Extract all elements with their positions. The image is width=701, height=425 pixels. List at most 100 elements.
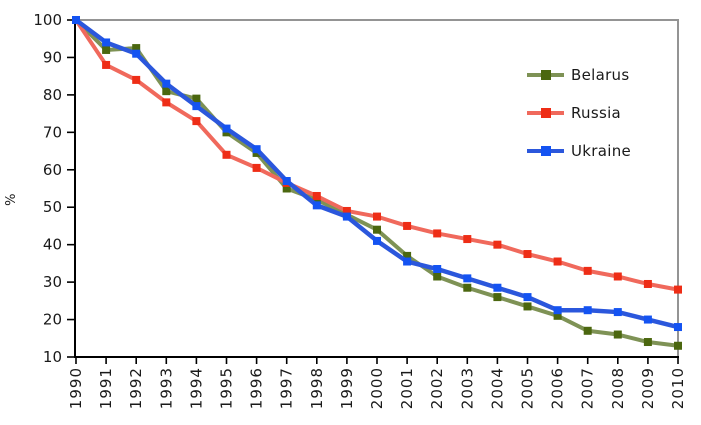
x-tick-label: 2002 <box>428 367 446 409</box>
data-point-marker <box>102 45 111 54</box>
data-point-marker <box>553 257 562 266</box>
legend-label-belarus: Belarus <box>571 65 630 84</box>
data-point-marker <box>674 341 682 350</box>
series-russia <box>72 16 682 294</box>
x-tick-label: 1997 <box>278 367 296 409</box>
y-axis-ticks: 10 20 30 40 50 60 70 80 90 100 <box>33 11 74 366</box>
data-point-marker <box>613 272 622 281</box>
data-point-marker <box>132 44 141 53</box>
x-axis-ticks: 1990 1991 1992 1993 1994 1995 1996 1997 1998 1999… <box>67 358 687 409</box>
data-point-marker <box>72 16 80 24</box>
x-tick-label: 2004 <box>488 367 506 409</box>
x-tick-label: 1995 <box>218 367 236 409</box>
data-point-marker <box>674 323 682 332</box>
data-point-marker <box>312 201 321 210</box>
data-point-marker <box>643 279 652 288</box>
data-point-marker <box>162 79 171 88</box>
x-tick-label: 1998 <box>308 367 326 409</box>
x-tick-label: 2001 <box>398 367 416 409</box>
data-point-marker <box>192 94 201 103</box>
x-tick-label: 2005 <box>519 367 537 409</box>
data-point-marker <box>463 235 472 244</box>
data-point-marker <box>132 49 141 58</box>
data-point-marker <box>553 311 562 320</box>
data-point-marker <box>583 266 592 275</box>
data-point-marker <box>403 251 412 260</box>
x-tick-label: 1993 <box>157 367 175 409</box>
data-point-marker <box>613 308 622 317</box>
data-point-marker <box>342 206 351 215</box>
data-point-marker <box>674 285 682 294</box>
data-point-marker <box>342 212 351 221</box>
data-point-marker <box>463 283 472 292</box>
x-tick-label: 2010 <box>669 367 687 409</box>
y-axis-title: % <box>4 194 19 206</box>
data-point-marker <box>222 150 231 159</box>
russia-swatch-icon <box>527 102 564 123</box>
series-ukraine <box>72 16 682 332</box>
data-point-marker <box>433 229 442 238</box>
data-point-marker <box>102 60 111 69</box>
y-tick-label: 50 <box>43 198 62 216</box>
x-tick-label: 1994 <box>187 367 205 409</box>
data-point-marker <box>132 75 141 84</box>
x-tick-label: 2009 <box>639 367 657 409</box>
data-point-marker <box>373 212 381 221</box>
data-point-marker <box>192 117 201 126</box>
y-tick-label: 90 <box>43 48 62 66</box>
x-tick-label: 1996 <box>248 367 266 409</box>
x-tick-label: 2008 <box>609 367 627 409</box>
y-tick-label: 10 <box>43 348 62 366</box>
data-point-marker <box>433 265 442 274</box>
data-point-marker <box>373 236 381 245</box>
data-point-marker <box>553 306 562 315</box>
x-tick-label: 2006 <box>549 367 567 409</box>
legend-item-ukraine: Ukraine <box>527 140 631 161</box>
data-point-marker <box>523 293 532 302</box>
y-tick-label: 40 <box>43 236 62 254</box>
data-point-marker <box>102 38 111 47</box>
data-point-marker <box>463 274 472 283</box>
data-point-marker <box>403 257 412 266</box>
data-point-marker <box>583 326 592 335</box>
y-tick-label: 20 <box>43 311 62 329</box>
x-tick-label: 2000 <box>368 367 386 409</box>
plot-frame <box>75 19 679 358</box>
y-tick-label: 70 <box>43 123 62 141</box>
y-tick-label: 60 <box>43 161 62 179</box>
x-tick-label: 1991 <box>97 367 115 409</box>
data-point-marker <box>493 240 502 249</box>
legend-item-belarus: Belarus <box>527 64 631 85</box>
data-point-marker <box>282 184 291 193</box>
data-point-marker <box>252 163 261 172</box>
data-point-marker <box>403 221 412 230</box>
data-point-marker <box>643 315 652 324</box>
axes-spines <box>74 19 679 358</box>
data-point-marker <box>493 283 502 292</box>
x-tick-label: 2007 <box>579 367 597 409</box>
x-tick-label: 1992 <box>127 367 145 409</box>
data-point-marker <box>252 145 261 154</box>
data-point-marker <box>222 124 231 133</box>
y-tick-label: 80 <box>43 86 62 104</box>
data-point-marker <box>493 293 502 302</box>
data-point-marker <box>312 191 321 200</box>
legend-item-russia: Russia <box>527 102 631 123</box>
y-tick-label: 100 <box>33 11 62 29</box>
x-tick-label: 1999 <box>338 367 356 409</box>
data-point-marker <box>523 302 532 311</box>
x-tick-label: 2003 <box>458 367 476 409</box>
data-point-marker <box>523 250 532 259</box>
x-tick-label: 1990 <box>67 367 85 409</box>
data-point-marker <box>282 177 291 186</box>
data-point-marker <box>643 338 652 347</box>
y-tick-label: 30 <box>43 273 62 291</box>
data-point-marker <box>162 98 171 107</box>
data-point-marker <box>192 102 201 111</box>
legend-label-ukraine: Ukraine <box>571 141 632 160</box>
data-point-marker <box>162 87 171 96</box>
legend: Belarus Russia Ukraine <box>527 64 631 161</box>
data-point-marker <box>583 306 592 315</box>
